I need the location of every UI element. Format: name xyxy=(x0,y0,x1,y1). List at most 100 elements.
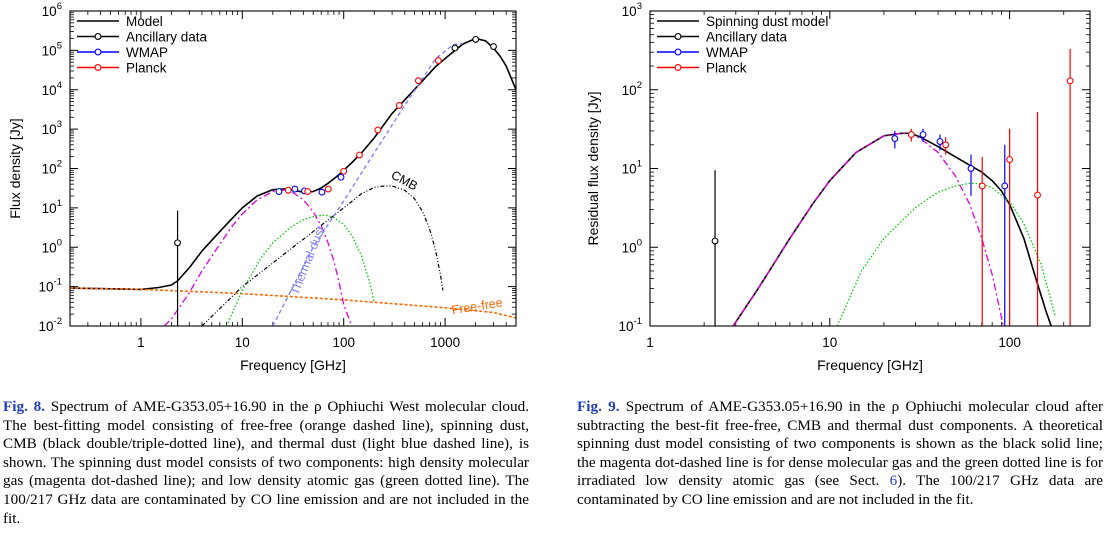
spinning-dust-molecular-curve xyxy=(732,132,1004,326)
y-tick-label: 10-2 xyxy=(39,316,62,334)
x-tick-label: 100 xyxy=(998,335,1021,350)
y-tick-label: 103 xyxy=(42,119,62,137)
y-axis-label: Flux density [Jy] xyxy=(7,118,23,218)
data-points xyxy=(711,48,1074,326)
spectrum-chart: 1 10 100 1000 10-2 10-1 100 101 102 103 104 105 106 F… xyxy=(0,0,553,390)
y-tick-label-base: 10 xyxy=(39,280,54,295)
y-tick-label: 103 xyxy=(622,1,642,19)
y-tick-label-exponent: 2 xyxy=(57,159,62,170)
cmb-curve xyxy=(201,185,444,326)
planck-point xyxy=(324,185,332,193)
ancillary-data-point xyxy=(472,35,480,43)
spinning-dust-molecular-curve xyxy=(163,189,353,326)
x-axis-label: Frequency [GHz] xyxy=(817,357,923,373)
legend-marker-planck xyxy=(674,64,682,71)
y-tick-label-exponent: 3 xyxy=(637,1,642,12)
y-tick-label: 101 xyxy=(42,198,62,216)
residual-spectrum-chart: 1 10 100 10-1 100 101 102 103 Frequency [GHz] Res… xyxy=(553,0,1106,390)
figure-9-label[interactable]: Fig. 9. xyxy=(577,398,620,415)
legend-label-ancillary-data: Ancillary data xyxy=(126,30,208,45)
planck-point xyxy=(1066,77,1074,85)
legend-label-ancillary-data: Ancillary data xyxy=(706,30,788,45)
legend-marker-planck xyxy=(94,64,102,71)
y-tick-label-base: 10 xyxy=(42,201,57,216)
wmap-point xyxy=(967,165,975,172)
wmap-point xyxy=(275,188,283,195)
planck-point xyxy=(395,101,403,109)
plot-frame xyxy=(649,10,1091,327)
spinning-dust-atomic-curve xyxy=(225,214,375,326)
legend-label-planck: Planck xyxy=(126,61,167,76)
planck-point xyxy=(356,151,363,159)
legend-marker-wmap xyxy=(94,48,102,56)
legend-marker-wmap xyxy=(674,48,682,56)
y-tick-label-base: 10 xyxy=(622,240,637,255)
ancillary-data-point xyxy=(174,239,182,247)
y-tick-label-exponent: 1 xyxy=(637,159,642,170)
planck-point xyxy=(374,126,382,134)
planck-point xyxy=(434,57,442,65)
y-tick-label-base: 10 xyxy=(42,4,57,19)
y-tick-label: 10-1 xyxy=(39,277,62,295)
figure-8-label[interactable]: Fig. 8. xyxy=(3,398,46,415)
figure-9-caption: Fig. 9. Spectrum of AME-G353.05+16.90 in… xyxy=(577,398,1103,510)
y-tick-label-exponent: 1 xyxy=(57,198,62,209)
y-tick-label: 100 xyxy=(42,237,62,255)
figure-9-caption-text-before: Spectrum of AME-G353.05+16.90 in the ρ O… xyxy=(577,398,1104,490)
spinning-dust-model-curve xyxy=(732,132,1053,326)
y-tick-label-base: 10 xyxy=(622,83,637,98)
y-tick-label: 101 xyxy=(622,159,642,177)
y-tick-label-exponent: -2 xyxy=(54,316,62,327)
x-tick-label: 100 xyxy=(332,335,355,350)
y-tick-label-exponent: 0 xyxy=(637,237,642,248)
y-tick-label-base: 10 xyxy=(622,4,637,19)
wmap-point xyxy=(891,135,899,143)
planck-point xyxy=(942,141,950,149)
planck-point xyxy=(414,77,422,85)
y-tick-label: 100 xyxy=(622,237,642,255)
wmap-point xyxy=(919,131,927,138)
legend-label-planck: Planck xyxy=(706,61,747,76)
y-tick-label-exponent: 3 xyxy=(57,119,62,130)
wmap-point xyxy=(936,138,944,145)
planck-point xyxy=(340,167,348,175)
planck-point xyxy=(1034,191,1041,199)
spectrum-chart-svg: 1 10 100 100010-210-1100101102103104105106F… xyxy=(7,1,517,373)
y-tick-label-base: 10 xyxy=(42,122,57,137)
ancillary-data-point xyxy=(490,43,497,51)
wmap-point xyxy=(291,185,299,193)
planck-point xyxy=(304,188,312,195)
legend-label-wmap: WMAP xyxy=(126,45,168,60)
legend-label-model: Model xyxy=(126,14,163,29)
y-tick-label-exponent: 6 xyxy=(57,1,62,12)
figure-8-caption-text: Spectrum of AME-G353.05+16.90 in the ρ O… xyxy=(3,398,530,527)
legend-label-spinning-dust-model: Spinning dust model xyxy=(706,14,828,29)
free-free-curve xyxy=(70,287,516,319)
plot-frame xyxy=(69,10,517,327)
y-tick-label-exponent: 0 xyxy=(57,237,62,248)
y-tick-label: 102 xyxy=(42,159,62,177)
data-points xyxy=(174,35,497,326)
y-tick-label: 104 xyxy=(42,80,62,98)
wmap-point xyxy=(337,173,345,181)
x-axis-label: Frequency [GHz] xyxy=(240,357,346,373)
legend-marker-ancillary-data xyxy=(94,33,102,40)
wmap-point xyxy=(318,188,326,196)
ancillary-data-point xyxy=(711,237,719,245)
model-curves xyxy=(70,37,516,326)
x-tick-label: 1000 xyxy=(430,335,460,350)
x-tick-label: 1 xyxy=(137,335,145,350)
section-6-link[interactable]: 6 xyxy=(889,472,898,490)
model-curve xyxy=(70,37,516,291)
y-tick-label-exponent: -1 xyxy=(634,316,642,327)
planck-point xyxy=(907,131,915,138)
thermal-dust-annotation: Thermal dust xyxy=(288,224,329,297)
y-tick-label-exponent: 2 xyxy=(637,80,642,91)
y-tick-label-base: 10 xyxy=(42,162,57,177)
planck-point xyxy=(1006,156,1014,163)
y-tick-label-base: 10 xyxy=(39,319,54,334)
planck-point xyxy=(978,182,986,190)
